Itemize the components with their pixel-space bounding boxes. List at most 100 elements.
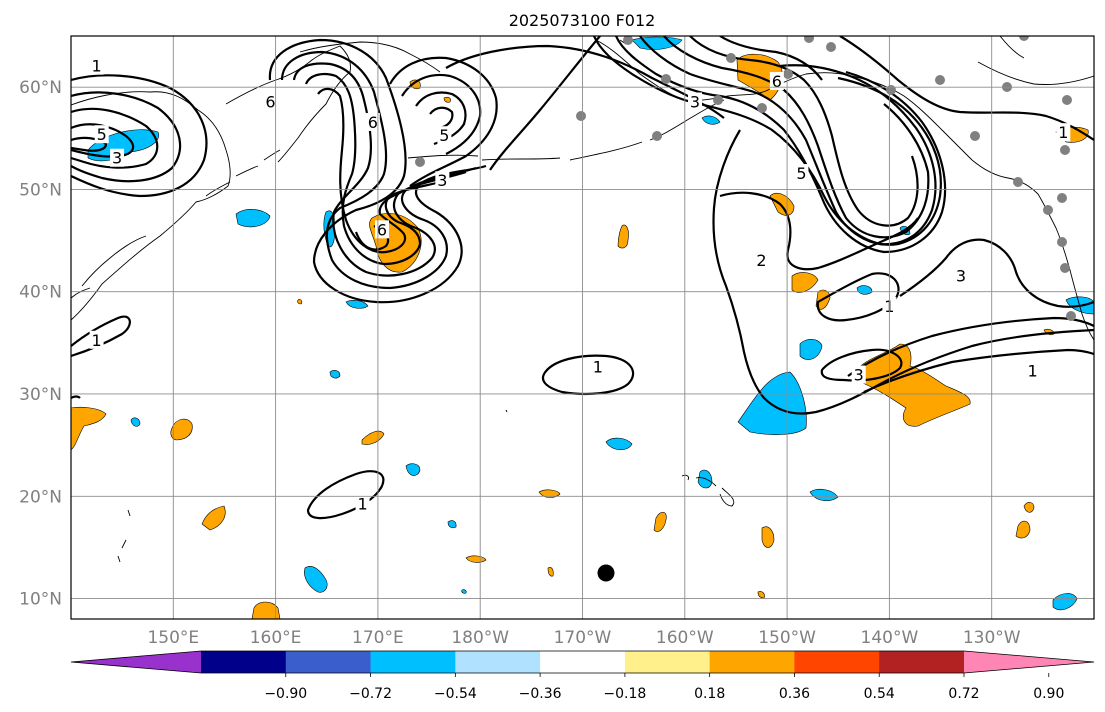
positive-patch xyxy=(857,343,971,427)
contour-line xyxy=(280,50,477,290)
contour-label-bg xyxy=(94,125,109,144)
colorbar-outline xyxy=(70,650,1095,674)
contour-line xyxy=(663,36,930,239)
colorbar-tick-label: 0.72 xyxy=(948,686,979,702)
contour-line xyxy=(389,56,498,187)
lon-tick-label: 150°E xyxy=(147,628,199,648)
coastline-kuril-chain xyxy=(205,149,281,197)
contour-label-bg xyxy=(590,357,605,376)
station-marker xyxy=(1043,205,1053,215)
contour-label: 5 xyxy=(439,126,449,145)
negative-patch xyxy=(405,463,421,476)
contour-label-bg xyxy=(794,164,809,183)
negative-patch xyxy=(329,370,341,379)
contour-label: 6 xyxy=(265,92,275,111)
contour-label-bg xyxy=(355,494,370,513)
station-marker xyxy=(652,131,662,141)
contour-label-bg xyxy=(365,112,380,131)
contour-label: 3 xyxy=(854,366,864,385)
contour-label-bg xyxy=(754,251,769,270)
colorbar-tick-label: 0.18 xyxy=(694,686,725,702)
station-marker xyxy=(415,157,425,167)
map-title: 2025073100 F012 xyxy=(509,11,656,30)
map-frame xyxy=(70,35,1095,620)
positive-patch xyxy=(547,567,554,577)
contour-label: 5 xyxy=(796,164,806,183)
lon-tick-label: 140°W xyxy=(861,628,919,648)
station-marker xyxy=(623,36,633,45)
contour-label-bg xyxy=(1056,123,1071,142)
contour-line xyxy=(306,470,385,520)
colorbar-segment xyxy=(455,651,541,673)
coastline-okhotsk-north xyxy=(299,41,441,73)
negative-patch xyxy=(304,566,328,593)
contour-label-bg xyxy=(769,72,784,91)
station-marker xyxy=(1060,145,1070,155)
contour-label: 5 xyxy=(97,125,107,144)
colorbar: −0.90 −0.72 −0.54 −0.36 −0.18 0.18 0.36 0.54 0.7… xyxy=(70,650,1095,702)
station-marker xyxy=(1019,36,1029,41)
contour-line xyxy=(71,107,159,169)
colorbar-extend-high xyxy=(964,651,1094,673)
negative-patch xyxy=(130,417,141,427)
positive-patch xyxy=(465,555,487,563)
station-marker xyxy=(1013,177,1023,187)
contour-line xyxy=(639,36,942,246)
positive-patch xyxy=(1023,502,1035,513)
positive-patch xyxy=(71,406,107,451)
contour-line xyxy=(899,238,1094,308)
colorbar-segment xyxy=(709,651,795,673)
colorbar-tick-label: −0.18 xyxy=(603,686,646,702)
negative-patch xyxy=(447,520,457,529)
lon-tick-label: 130°W xyxy=(963,628,1021,648)
positive-patch xyxy=(761,526,775,548)
contour-line xyxy=(292,62,467,277)
colorbar-tick-label: −0.36 xyxy=(519,686,562,702)
station-marker xyxy=(757,103,767,113)
contour-label: 3 xyxy=(956,266,966,285)
negative-patch xyxy=(701,115,721,125)
lat-tick-label: 60°N xyxy=(19,78,62,98)
colorbar-segment xyxy=(794,651,880,673)
lon-tick-label: 150°W xyxy=(758,628,816,648)
negative-patch xyxy=(345,300,369,309)
contour-line xyxy=(541,354,635,396)
station-marker xyxy=(1062,95,1072,105)
station-marker xyxy=(826,42,836,52)
negative-patch xyxy=(1052,593,1078,611)
station-marker xyxy=(713,95,723,105)
lon-tick-label: 160°W xyxy=(656,628,714,648)
positive-patch xyxy=(769,193,795,216)
lon-tick-label: 180°W xyxy=(451,628,509,648)
contour-label: 1 xyxy=(91,331,101,350)
colorbar-segment xyxy=(201,651,287,673)
contour-line xyxy=(71,91,182,183)
station-marker xyxy=(783,69,793,79)
station-marker xyxy=(886,85,896,95)
contour-label: 1 xyxy=(1058,123,1068,142)
colorbar-tick-label: −0.72 xyxy=(349,686,392,702)
coastline-asia xyxy=(71,91,231,321)
coastline-minor-islands xyxy=(117,39,627,563)
station-marker xyxy=(1060,263,1070,273)
contour-label: 3 xyxy=(690,92,700,111)
contour-label: 6 xyxy=(377,220,387,239)
station-marker xyxy=(1057,237,1067,247)
lat-tick-label: 30°N xyxy=(19,385,62,405)
positive-patch xyxy=(251,601,281,619)
positive-patch xyxy=(297,299,303,305)
negative-patch xyxy=(235,209,271,228)
axis-labels: 10°N 20°N 30°N 40°N 50°N 60°N 150°E 160°E 170°E 1… xyxy=(19,78,1021,648)
contour-line xyxy=(71,395,81,399)
station-marker xyxy=(804,36,814,43)
coastline-canada-interior xyxy=(977,36,1094,85)
contour-label-bg xyxy=(851,365,866,384)
colorbar-segment xyxy=(285,651,372,673)
contour-line xyxy=(863,348,1094,393)
station-marker xyxy=(970,131,980,141)
contour-line xyxy=(820,348,903,382)
contour-line xyxy=(317,87,407,254)
colorbar-tick-label: −0.90 xyxy=(264,686,307,702)
colorbar-extend-low xyxy=(71,651,201,673)
contour-line xyxy=(401,73,482,155)
